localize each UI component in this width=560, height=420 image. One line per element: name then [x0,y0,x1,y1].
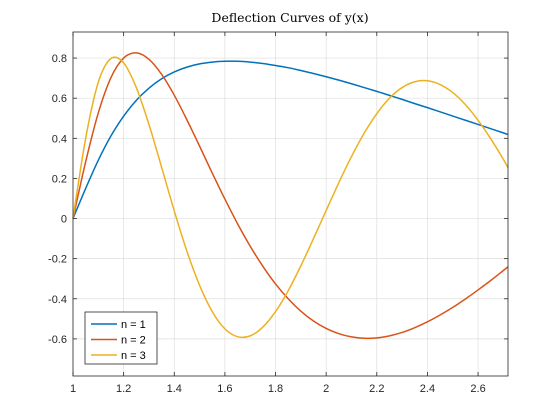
y-tick-label: -0.4 [48,294,67,306]
y-tick-label: 0.2 [52,173,67,185]
axis-ticks: 1 1.2 1.4 1.6 1.8 2 2.2 2.4 2.6 -0.6 -0.4 -0.2 0 0.2 0… [48,32,508,395]
plot-frame [72,31,509,377]
y-tick-label: 0.6 [52,93,67,105]
y-tick-label: -0.2 [48,254,67,266]
x-tick-label: 2.4 [420,383,435,395]
legend-label: n = 2 [121,335,146,347]
y-tick-label: -0.6 [48,334,67,346]
y-tick-label: 0 [61,214,67,226]
legend: n = 1 n = 2 n = 3 [84,311,158,365]
x-tick-label: 2.2 [369,383,384,395]
y-tick-label: 0.4 [52,133,67,145]
y-tick-label: 0.8 [52,53,67,65]
x-tick-label: 2 [323,383,329,395]
x-tick-label: 1.2 [116,383,131,395]
legend-label: n = 3 [121,350,146,362]
series-line-n2 [72,52,509,340]
legend-label: n = 1 [121,319,146,331]
x-tick-label: 2.6 [470,383,485,395]
grid-lines [72,32,508,376]
x-tick-label: 1.8 [268,383,283,395]
x-tick-label: 1 [70,383,76,395]
series-line-n1 [72,60,509,219]
series-lines [72,52,509,340]
series-line-n3 [72,56,509,339]
x-tick-label: 1.6 [217,383,232,395]
x-tick-label: 1.4 [167,383,182,395]
chart-title: Deflection Curves of y(x) [211,10,368,25]
